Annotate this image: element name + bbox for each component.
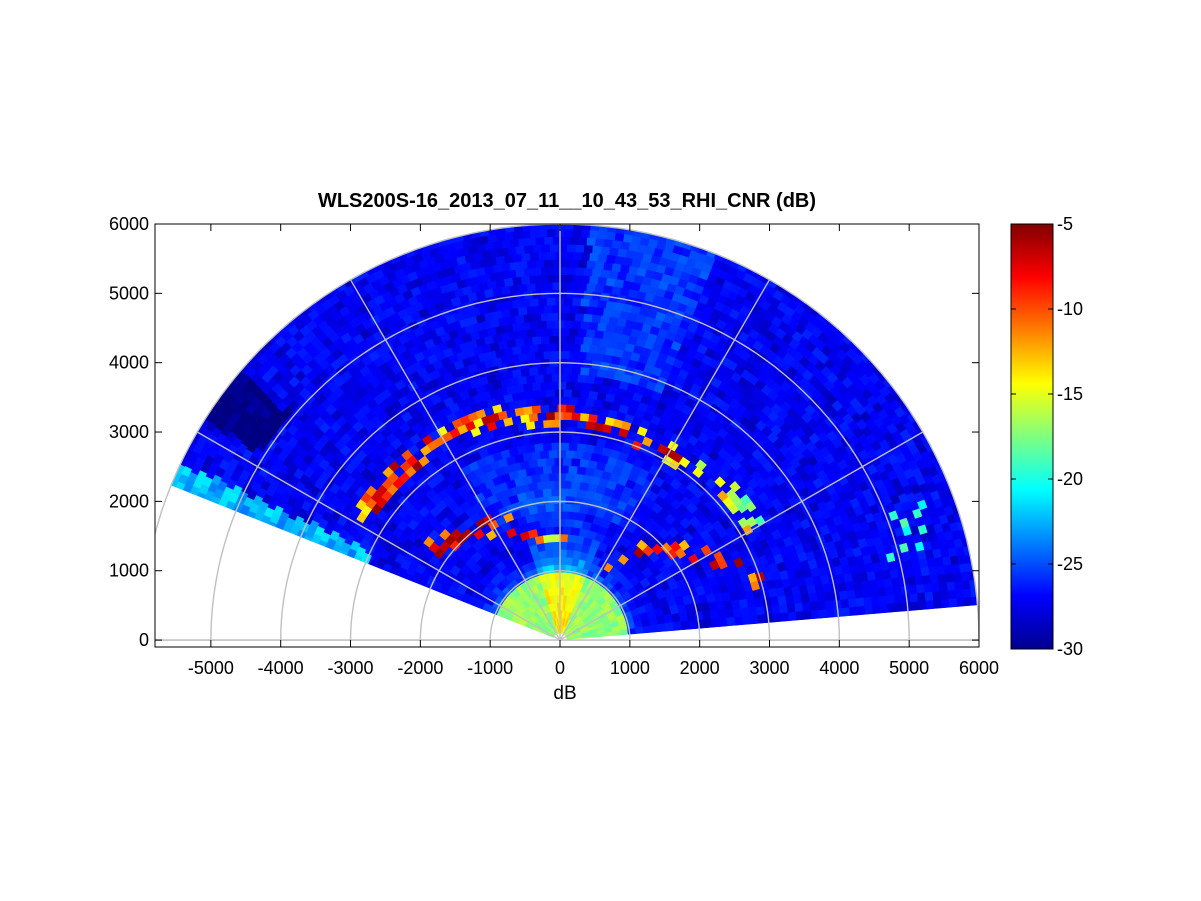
- axes-box: [154, 223, 980, 648]
- heatmap-cell: [555, 472, 566, 481]
- grid-spoke: [559, 431, 924, 641]
- heatmap-cell: [565, 541, 576, 551]
- heatmap-cell: [566, 533, 577, 543]
- heatmap-cells: [170, 224, 978, 640]
- heatmap-cell: [564, 472, 575, 482]
- heatmap-cell: [564, 518, 575, 528]
- x-tick-label: 0: [555, 658, 565, 678]
- x-ticks: -5000 -4000 -3000 -2000 -1000 0 1000 2000 3000 40…: [188, 224, 999, 678]
- x-tick-label: 4000: [819, 658, 859, 678]
- heatmap-cell: [569, 503, 581, 513]
- heatmap-cell: [561, 480, 572, 489]
- heatmap-cell: [567, 488, 578, 497]
- y-tick-label: 3000: [109, 422, 149, 442]
- x-tick-label: 5000: [889, 658, 929, 678]
- x-tick-label: -4000: [258, 658, 304, 678]
- y-tick-label: 6000: [109, 214, 149, 234]
- colorbar-tick-label: -15: [1057, 384, 1083, 404]
- colorbar-tick-label: -10: [1057, 299, 1083, 319]
- x-tick-label: -5000: [188, 658, 234, 678]
- colorbar-ticks: -5 -10 -15 -20 -25 -30: [1011, 214, 1083, 659]
- heatmap-cell: [555, 518, 566, 527]
- heatmap-cell: [567, 511, 578, 521]
- polar-grid: [155, 224, 979, 641]
- heatmap-cell: [561, 457, 572, 466]
- colorbar-tick-label: -5: [1057, 214, 1073, 234]
- heatmap-cell: [552, 503, 563, 512]
- heatmap-cell: [552, 480, 563, 489]
- heatmap-cell: [564, 495, 575, 505]
- y-tick-label: 0: [139, 630, 149, 650]
- x-axis-label: dB: [553, 683, 576, 704]
- y-ticks: 0 1000 2000 3000 4000 5000 6000: [109, 214, 979, 650]
- heatmap-cell: [549, 510, 560, 520]
- heatmap-cell: [561, 526, 572, 535]
- heatmap-cell: [567, 465, 578, 475]
- grid-spoke: [349, 279, 561, 641]
- y-tick-label: 1000: [109, 561, 149, 581]
- colorbar-tick-label: -25: [1057, 554, 1083, 574]
- heatmap-cell: [555, 495, 566, 504]
- colorbar-tick-label: -30: [1057, 639, 1083, 659]
- heatmap-cell: [561, 503, 572, 512]
- heatmap-cell: [569, 480, 581, 490]
- colorbar: [1010, 223, 1054, 650]
- y-tick-label: 2000: [109, 491, 149, 511]
- x-tick-label: -2000: [397, 658, 443, 678]
- grid-spoke: [196, 431, 561, 641]
- x-tick-label: 1000: [610, 658, 650, 678]
- y-tick-label: 4000: [109, 353, 149, 373]
- colorbar-tick-label: -20: [1057, 469, 1083, 489]
- x-tick-label: 6000: [959, 658, 999, 678]
- grid-spoke: [559, 279, 771, 641]
- x-tick-label: 2000: [680, 658, 720, 678]
- heatmap-cell: [564, 449, 575, 459]
- chart-title: WLS200S-16_2013_07_11__10_43_53_RHI_CNR …: [318, 190, 816, 212]
- heatmap-cell: [565, 549, 575, 559]
- heatmap-cell: [555, 449, 567, 459]
- plot-area: [155, 224, 979, 641]
- heatmap-cell: [552, 457, 564, 466]
- heatmap-cell: [552, 526, 563, 535]
- heatmap-cell: [555, 426, 567, 436]
- x-tick-label: -1000: [467, 658, 513, 678]
- x-tick-label: -3000: [328, 658, 374, 678]
- x-tick-label: 3000: [749, 658, 789, 678]
- heatmap-cell: [562, 224, 574, 230]
- heatmap-cell: [561, 434, 572, 443]
- y-tick-label: 5000: [109, 283, 149, 303]
